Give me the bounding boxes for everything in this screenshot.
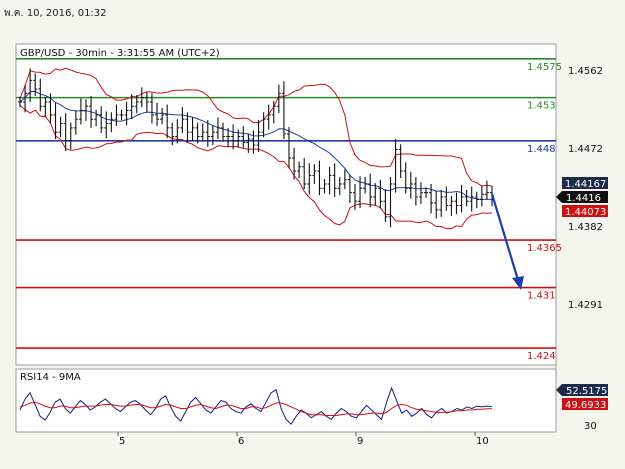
price-axis-label: 1.4562 (568, 66, 603, 77)
forecast-arrow-icon (490, 193, 524, 290)
rsi-ma-line (19, 401, 493, 416)
price-axis-label: 1.4382 (568, 222, 603, 233)
svg-text:49.6933: 49.6933 (565, 400, 606, 411)
date-tick: 9 (357, 436, 363, 447)
level-label: 1.4365 (527, 243, 562, 254)
moving-average-line (19, 90, 493, 201)
level-label: 1.4575 (527, 62, 562, 73)
price-panel (15, 43, 557, 366)
rsi-title: RSI14 - 9MA (20, 372, 81, 383)
ask-badge: 1.44167 (562, 177, 608, 190)
svg-text:1.4416: 1.4416 (566, 193, 601, 204)
svg-text:1.44073: 1.44073 (565, 207, 606, 218)
moving-average (19, 90, 493, 201)
price-axis-label: 1.4291 (568, 300, 603, 311)
support-resistance-levels: 1.4575 1.453 1.448 1.4365 1.431 1.424 (16, 57, 562, 362)
level-label: 1.424 (527, 351, 556, 362)
chart-title: GBP/USD - 30min - 3:31:55 AM (UTC+2) (20, 48, 220, 59)
level-label: 1.453 (527, 101, 556, 112)
svg-text:52.5175: 52.5175 (566, 386, 607, 397)
bollinger-bands (19, 67, 493, 230)
date-tick: 5 (119, 436, 125, 447)
level-label: 1.431 (527, 291, 556, 302)
price-axis-label: 1.4472 (568, 144, 603, 155)
rsi-ma-badge: 49.6933 (562, 398, 608, 411)
date-tick: 10 (476, 436, 489, 447)
price-bars (18, 68, 494, 228)
bid-badge: 1.44073 (562, 205, 608, 218)
bollinger-lower (19, 105, 493, 230)
level-label: 1.448 (527, 144, 556, 155)
date-axis: 5 6 9 10 (117, 432, 489, 447)
bollinger-upper (19, 67, 493, 187)
rsi-value-badge: 52.5175 (556, 384, 608, 397)
rsi-panel (15, 368, 557, 433)
price-axis: 1.4562 1.4472 1.4382 1.4291 30 (568, 66, 603, 432)
last-price-badge: 1.4416 (556, 191, 608, 204)
rsi-lines (19, 386, 493, 425)
rsi-line (19, 386, 493, 425)
svg-text:1.44167: 1.44167 (565, 179, 606, 190)
header-datetime: พ.ค. 10, 2016, 01:32 (4, 8, 107, 19)
rsi-axis-label: 30 (584, 421, 597, 432)
date-tick: 6 (238, 436, 244, 447)
